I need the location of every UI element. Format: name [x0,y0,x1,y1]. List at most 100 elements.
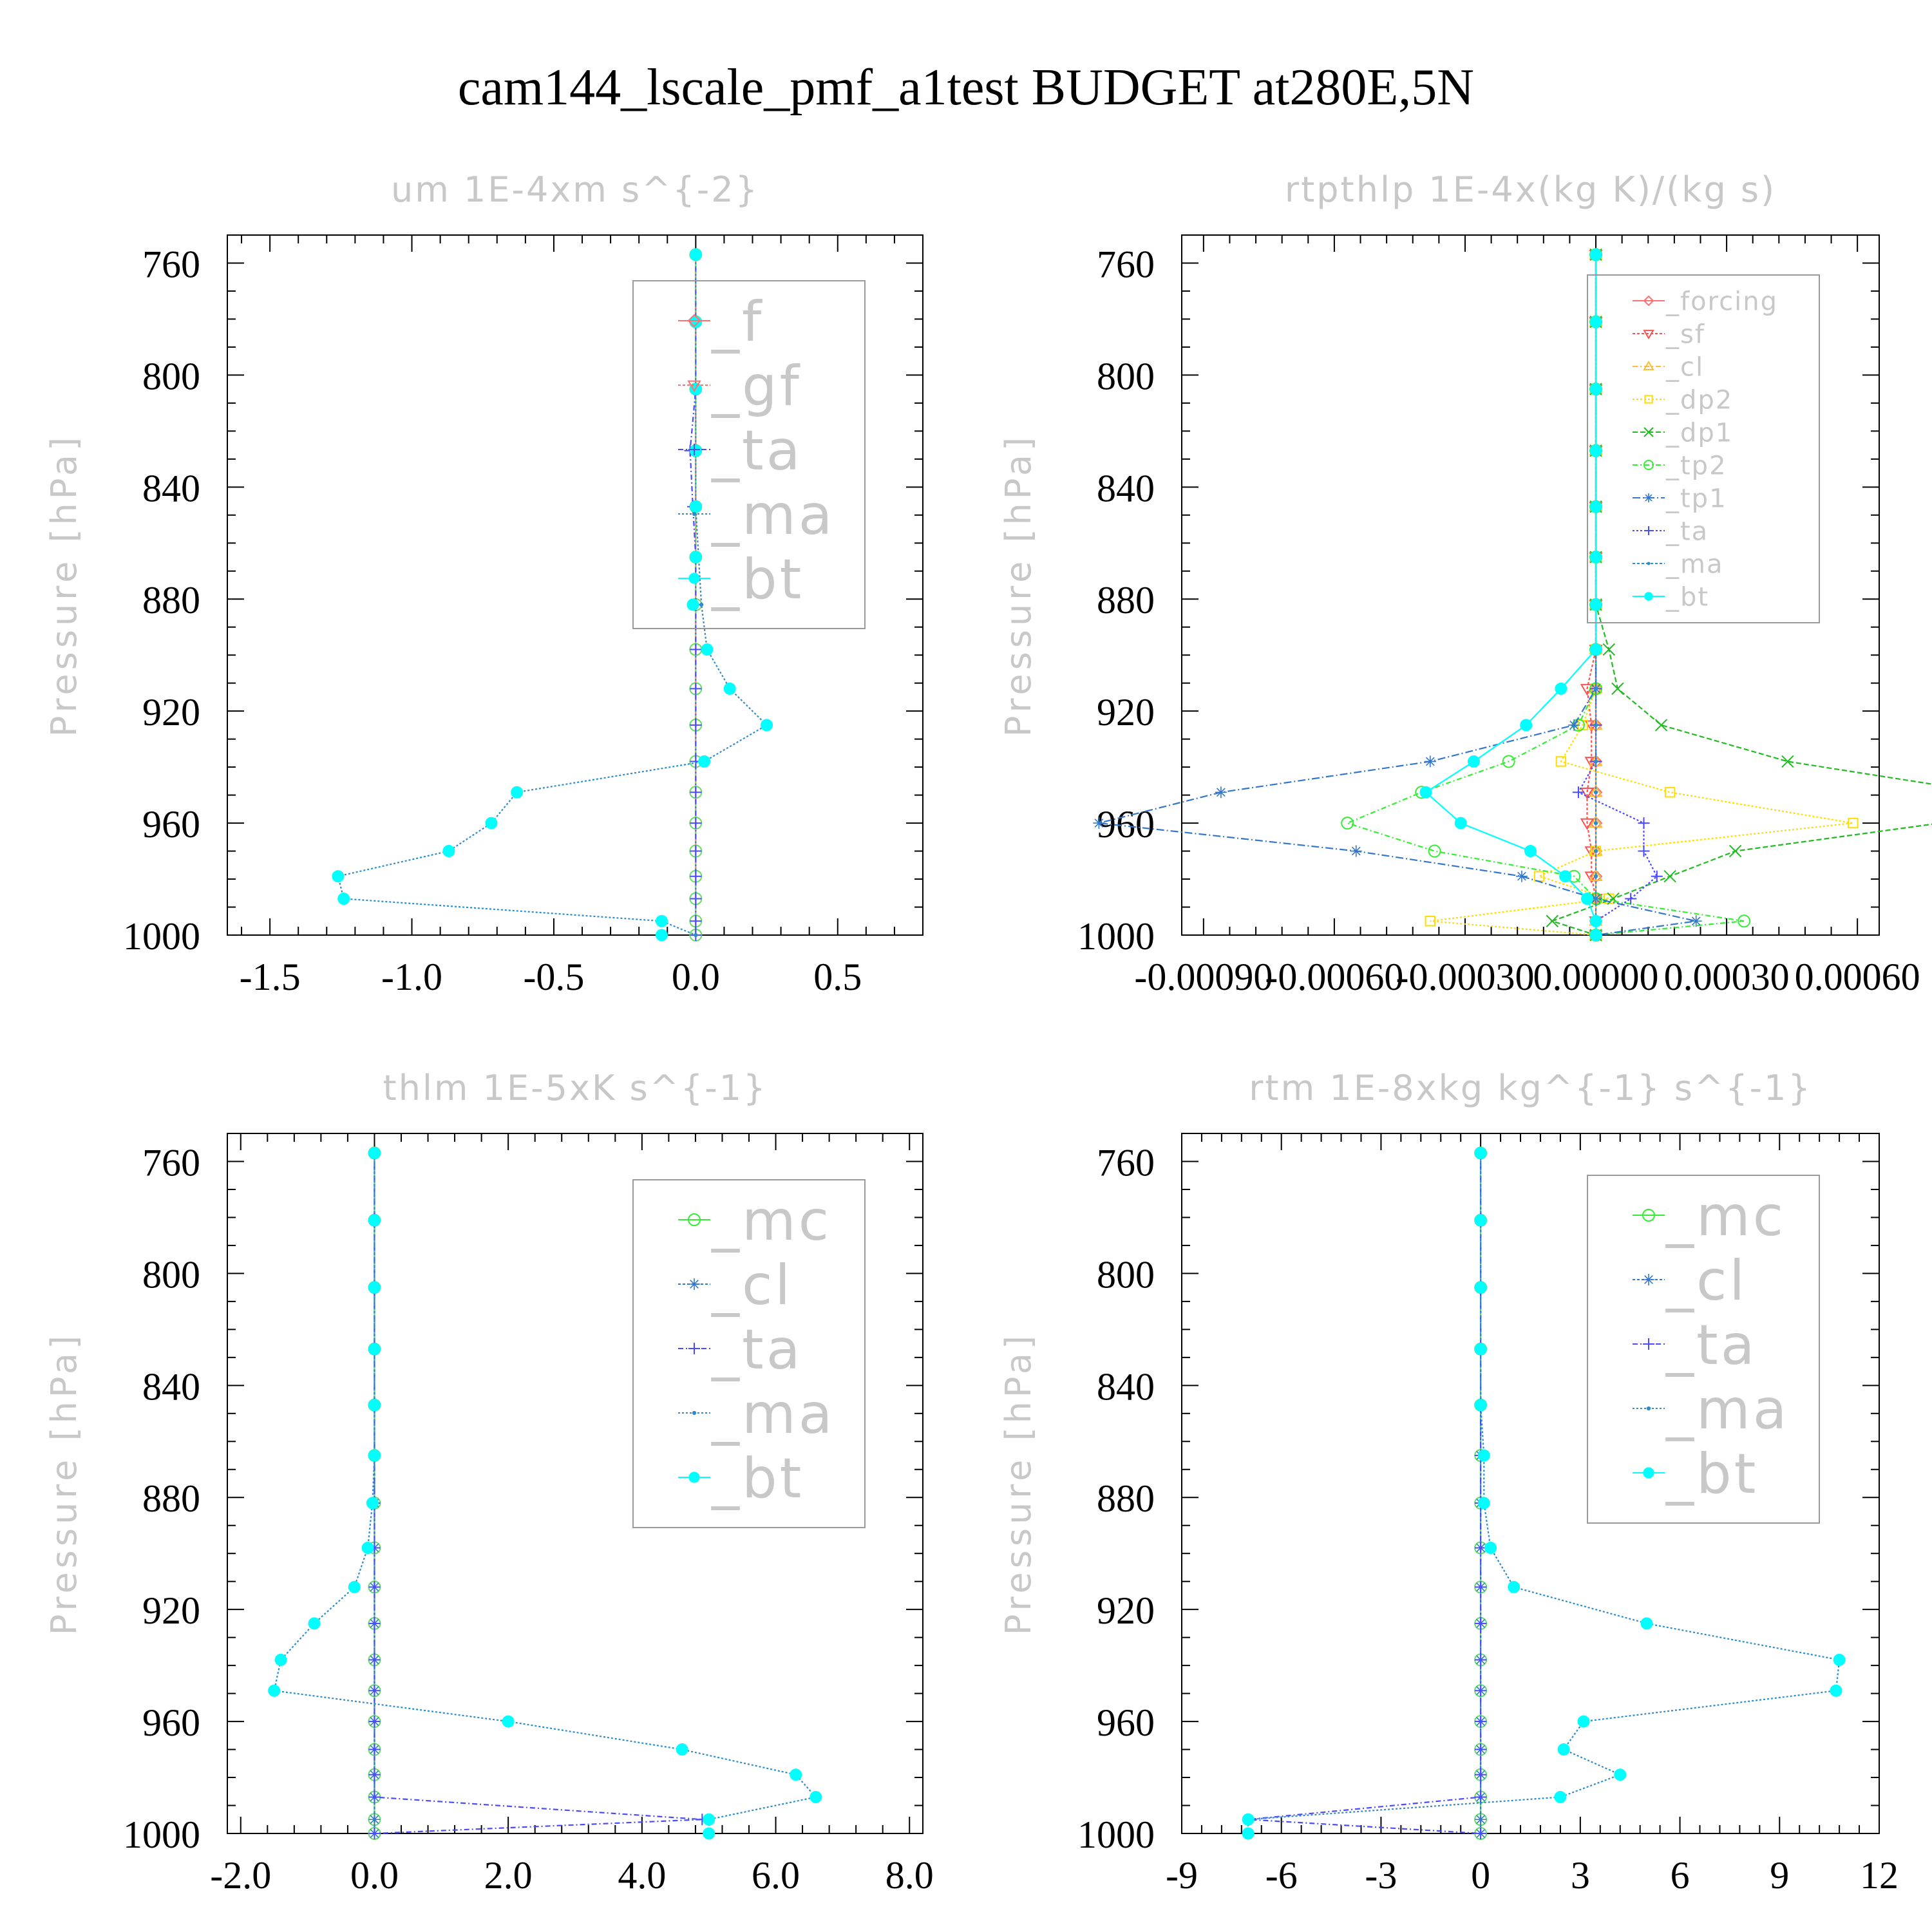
x-tick-label: 6 [1671,1854,1690,1897]
data-point [1833,1653,1846,1666]
legend-marker [1644,395,1653,404]
legend-marker [1647,562,1651,565]
data-point [442,845,455,858]
plot-frame [227,234,923,936]
data-point [368,1343,381,1356]
data-point [1593,849,1598,853]
legend-entry-bt: _bt [678,1446,801,1511]
data-point [337,892,350,905]
data-point [1572,786,1584,799]
data-point [268,1684,281,1697]
x-tick-label: -0.00090 [1134,956,1273,998]
data-point [1419,786,1432,799]
legend-label: _tp1 [1665,484,1727,513]
data-point [1242,1827,1255,1840]
data-point [699,602,704,607]
legend-entry-ma: _ma [678,483,832,547]
legend-marker [687,380,701,392]
y-tick-label: 960 [142,803,200,846]
legend-entry-ma: _ma [1633,1378,1786,1442]
series-line [689,254,697,935]
data-point [723,682,736,695]
x-tick-label: -1.5 [240,956,301,998]
legend-marker [1644,526,1653,535]
data-point [1475,1768,1487,1781]
y-tick-label: 880 [142,579,200,621]
data-point [1502,755,1515,768]
legend-entry-cl: _cl [1633,352,1704,382]
x-tick-label: 0.5 [813,956,862,998]
data-point [368,1716,381,1728]
x-tick-label: 3 [1571,1854,1590,1897]
data-point [368,1281,381,1294]
series-dp2 [1425,249,1859,941]
legend-entry-cl: _cl [678,1253,793,1318]
data-point [1474,1399,1487,1412]
legend-label: _ta [711,419,802,483]
data-point [1515,870,1528,882]
data-point [1475,1716,1487,1728]
legend-label: _gf [711,354,802,419]
data-point [1589,929,1602,942]
data-point [1568,719,1580,731]
legend-entry-ta: _ta [678,1318,800,1382]
x-tick-label: 0.00000 [1533,956,1659,998]
data-point [655,929,668,942]
data-point [1468,755,1481,768]
legend-box [632,1179,866,1528]
data-point [1555,682,1567,695]
data-point [1350,845,1362,857]
x-tick-label: -1.0 [381,956,442,998]
data-point [1557,1743,1570,1756]
y-tick-label: 760 [142,1141,200,1184]
data-point [1475,1581,1487,1593]
x-tick-label: 12 [1860,1854,1899,1897]
legend-entry-ma: _ma [678,1382,832,1446]
series-line [1425,254,1597,935]
data-point [1663,869,1676,883]
x-tick-label: 6.0 [752,1854,800,1897]
data-point [1589,643,1602,656]
data-point [1593,723,1598,728]
data-point [274,1653,287,1666]
figure-title: cam144_lscale_pmf_a1test BUDGET at280E,5… [458,59,1474,116]
legend-label: _mc [711,1189,831,1253]
legend-marker [1646,1406,1651,1411]
data-point [308,1617,321,1630]
legend-label: _f [711,290,764,354]
legend-marker [1643,330,1654,339]
y-tick-label: 840 [1097,467,1155,509]
x-tick-label: 9 [1770,1854,1789,1897]
data-point [1555,756,1567,767]
data-point [690,683,702,695]
series-group [332,248,773,942]
data-point [703,1827,715,1840]
y-tick-label: 800 [1097,355,1155,397]
data-point [1215,786,1227,799]
series-line [1430,254,1853,936]
data-point [1728,844,1742,858]
legend-entry-sf: _sf [1633,319,1704,349]
data-point [1424,755,1436,768]
legend-marker [688,573,700,584]
data-point [1781,755,1794,768]
data-point [1589,914,1602,927]
legend-label: _cl [711,1253,793,1318]
data-point [511,786,524,799]
y-tick-label: 840 [142,1365,200,1408]
data-point [1474,1343,1487,1356]
legend-entry-ma: _ma [1633,549,1722,579]
legend-entry-ta: _ta [678,419,802,483]
data-point [1589,844,1603,858]
legend-marker [1644,592,1653,601]
data-point [1475,1814,1487,1826]
legend-label: _cl [1665,352,1704,382]
data-point [368,1828,381,1839]
y-tick-label: 1000 [123,1814,200,1856]
data-point [689,248,702,261]
